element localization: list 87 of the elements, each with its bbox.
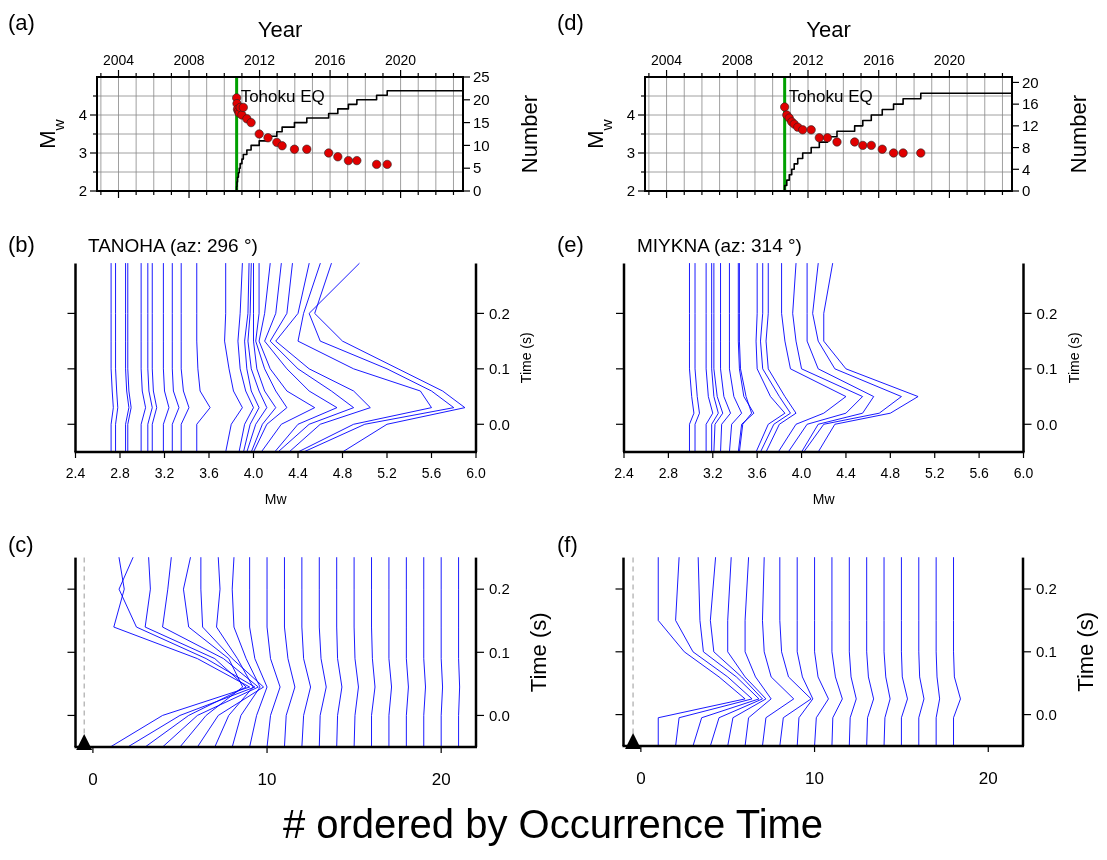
x-axis-title: Mw [812,491,836,507]
annotation: Tohoku EQ [240,86,325,106]
y2-tick-label: 15 [473,113,490,131]
x-tick-label: 2016 [863,52,895,68]
x-axis-title: Year [806,17,851,42]
x-tick-label: 20 [431,770,451,789]
x-tick-label: 0 [88,770,98,789]
x-tick-label: 2020 [385,52,417,68]
y-tick-label: 0.0 [1036,415,1058,433]
y-tick-label: 4 [626,106,635,124]
chart-title: (e) [557,232,584,257]
y2-tick-label: 20 [473,91,490,109]
y-tick-label: 0.2 [489,304,510,322]
y-axis-title: Time (s) [1073,611,1098,692]
x-tick-label: 2004 [102,52,135,68]
y2-tick-label: 12 [1022,117,1039,135]
y2-axis-title: Number [1066,94,1091,174]
chart-title: (a) [8,10,35,35]
y2-tick-label: 10 [473,136,490,154]
y-tick-label: 0.2 [1036,580,1057,598]
y-axis-title: Time (s) [526,612,551,693]
x-tick-label: 3.2 [154,465,175,481]
text: # ordered by Occurrence Time [282,802,824,846]
x-axis-title: Mw [264,491,288,507]
x-tick-label: 2016 [314,52,346,68]
y2-tick-label: 25 [473,68,490,86]
x-tick-label: 2004 [650,52,683,68]
y-axis-title: Time (s) [518,332,534,384]
x-tick-label: 6.0 [1013,465,1034,481]
x-tick-label: 2.8 [110,465,130,481]
annotation: Tohoku EQ [788,86,873,106]
y2-tick-label: 5 [473,159,482,177]
chart-title: (f) [557,532,578,557]
x-tick-label: 4.8 [332,465,353,481]
y-tick-label: 0.1 [489,643,510,661]
x-tick-label: 10 [257,770,277,789]
x-tick-label: 2012 [792,52,824,68]
x-tick-label: 5.2 [924,465,945,481]
y-tick-label: 0.0 [489,415,510,433]
y2-tick-label: 4 [1022,160,1031,178]
chart-title: (b) [8,232,35,257]
x-tick-label: 4.8 [880,465,901,481]
y-tick-label: 2 [78,182,87,200]
x-tick-label: 4.4 [288,465,308,481]
chart-subtitle: MIYKNA (az: 314 °) [637,235,802,256]
y-tick-label: 0.2 [489,580,510,598]
y2-tick-label: 0 [473,182,482,200]
chart-subtitle: TANOHA (az: 296 °) [88,235,258,256]
x-tick-label: 2008 [173,52,205,68]
y-tick-label: 0.1 [1036,360,1058,378]
x-tick-label: 6.0 [466,465,486,481]
x-tick-label: 2012 [243,52,276,68]
x-tick-label: 2.4 [614,465,634,481]
y-tick-label: 0.2 [1036,304,1058,322]
chart-title: (c) [8,532,34,557]
y2-tick-label: 8 [1022,138,1031,156]
x-tick-label: 4.4 [836,465,856,481]
x-tick-label: 5.2 [377,465,397,481]
x-tick-label: 3.2 [703,465,723,481]
x-tick-label: 2008 [721,52,754,68]
x-axis-title: Year [257,17,303,42]
x-tick-label: 5.6 [421,465,442,481]
x-tick-label: 5.6 [969,465,990,481]
y2-tick-label: 0 [1022,182,1031,200]
x-tick-label: 4.0 [791,465,812,481]
y-tick-label: 0.0 [1036,705,1057,723]
y-tick-label: 0.0 [489,706,510,724]
x-tick-label: 2020 [933,52,966,68]
y-tick-label: 0.1 [1036,643,1057,661]
x-tick-label: 2.8 [658,465,679,481]
x-tick-label: 3.6 [747,465,768,481]
y2-tick-label: 16 [1022,95,1039,113]
x-tick-label: 10 [805,769,825,788]
y-tick-label: 2 [626,182,635,200]
y2-tick-label: 20 [1022,73,1039,91]
y-tick-label: 3 [626,144,635,162]
x-tick-label: 4.0 [243,465,264,481]
y-tick-label: 3 [78,144,87,162]
x-tick-label: 0 [636,769,646,788]
x-tick-label: 2.4 [65,465,86,481]
x-tick-label: 3.6 [199,465,219,481]
x-tick-label: 20 [978,769,998,788]
chart-title: (d) [557,10,584,35]
y-tick-label: 0.1 [489,360,510,378]
y-axis-title: Time (s) [1065,332,1082,384]
y-tick-label: 4 [78,106,87,124]
y2-axis-title: Number [517,94,542,174]
